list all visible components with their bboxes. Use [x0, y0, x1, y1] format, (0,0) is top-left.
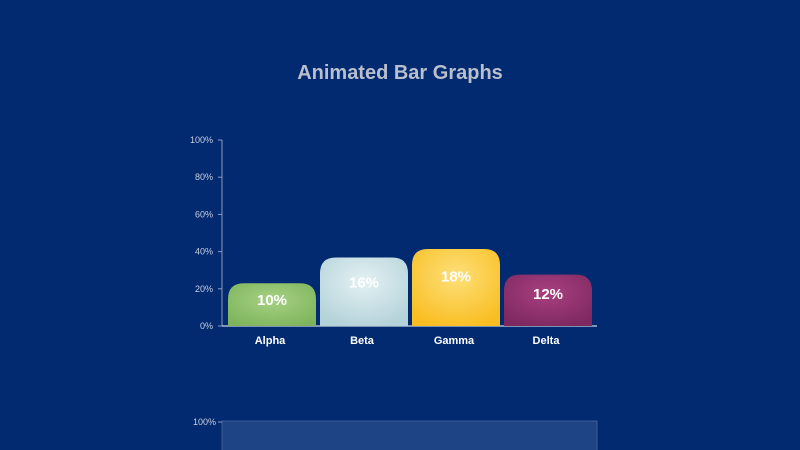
- page-title: Animated Bar Graphs: [297, 62, 503, 84]
- bar-beta: [320, 257, 408, 326]
- bar-value-label: 16%: [349, 274, 379, 291]
- bar-value-label: 10%: [257, 292, 287, 309]
- bar-gamma: [412, 248, 500, 326]
- category-label: Alpha: [255, 335, 286, 347]
- y-tick-label: 60%: [195, 209, 213, 219]
- y-tick-label: 0%: [200, 321, 213, 331]
- bar-delta: [504, 274, 592, 326]
- chart2-plot-area: [221, 420, 598, 450]
- bar-value-label: 18%: [441, 269, 471, 286]
- y-tick-label: 80%: [195, 172, 213, 182]
- y-tick-label: 100%: [193, 417, 216, 427]
- y-tick-label: 40%: [195, 247, 213, 257]
- category-label: Gamma: [434, 335, 475, 347]
- bar-value-label: 12%: [533, 286, 563, 303]
- y-tick-label: 100%: [190, 135, 213, 145]
- category-label: Beta: [350, 335, 375, 347]
- bar-alpha: [228, 283, 316, 326]
- category-label: Delta: [533, 335, 561, 347]
- y-tick-label: 20%: [195, 284, 213, 294]
